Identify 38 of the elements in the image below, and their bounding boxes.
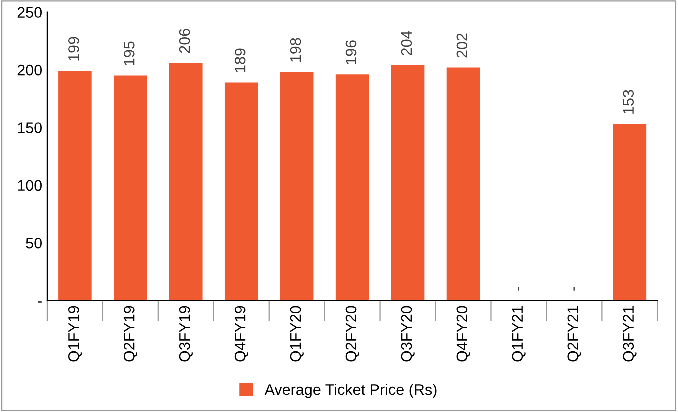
data-label: - [518, 287, 520, 291]
bar [446, 68, 480, 301]
x-tick-label: Q2FY21 [568, 306, 582, 362]
data-label: 206 [179, 29, 190, 54]
y-tick-label: 150 [18, 122, 42, 134]
data-label: 153 [623, 90, 634, 114]
data-label: 204 [401, 31, 412, 56]
data-label: - [574, 287, 575, 291]
bar [336, 74, 370, 301]
bar [613, 124, 647, 301]
x-tick-label: Q2FY19 [124, 306, 138, 362]
data-label: 202 [456, 34, 468, 58]
x-tick-label: Q1FY20 [290, 306, 304, 362]
legend-label: Average Ticket Price (Rs) [264, 384, 437, 398]
data-label: 199 [68, 37, 80, 61]
x-tick-label: Q1FY19 [68, 306, 82, 362]
x-tick-label: Q2FY20 [346, 306, 360, 362]
x-tick-label: Q3FY19 [179, 306, 193, 362]
x-tick-label: Q1FY21 [512, 306, 526, 362]
bar [114, 76, 148, 301]
y-tick-label: 100 [18, 180, 42, 192]
bar [170, 63, 203, 301]
x-tick-label: Q4FY19 [234, 306, 248, 362]
data-label: 189 [234, 48, 246, 72]
x-tick-label: Q3FY20 [401, 306, 415, 362]
y-tick-label: 200 [18, 64, 42, 76]
y-tick-label: - [38, 302, 42, 303]
bar [280, 72, 314, 301]
bar [391, 65, 425, 301]
y-tick-label: 250 [18, 7, 42, 18]
y-tick-label: 50 [26, 238, 42, 249]
x-tick-label: Q3FY21 [623, 306, 637, 362]
data-label: 198 [290, 38, 302, 62]
bar [58, 71, 92, 301]
x-tick-label: Q4FY20 [456, 306, 470, 362]
bar [224, 82, 258, 301]
data-label: 196 [346, 40, 357, 64]
data-label: 195 [124, 42, 135, 66]
